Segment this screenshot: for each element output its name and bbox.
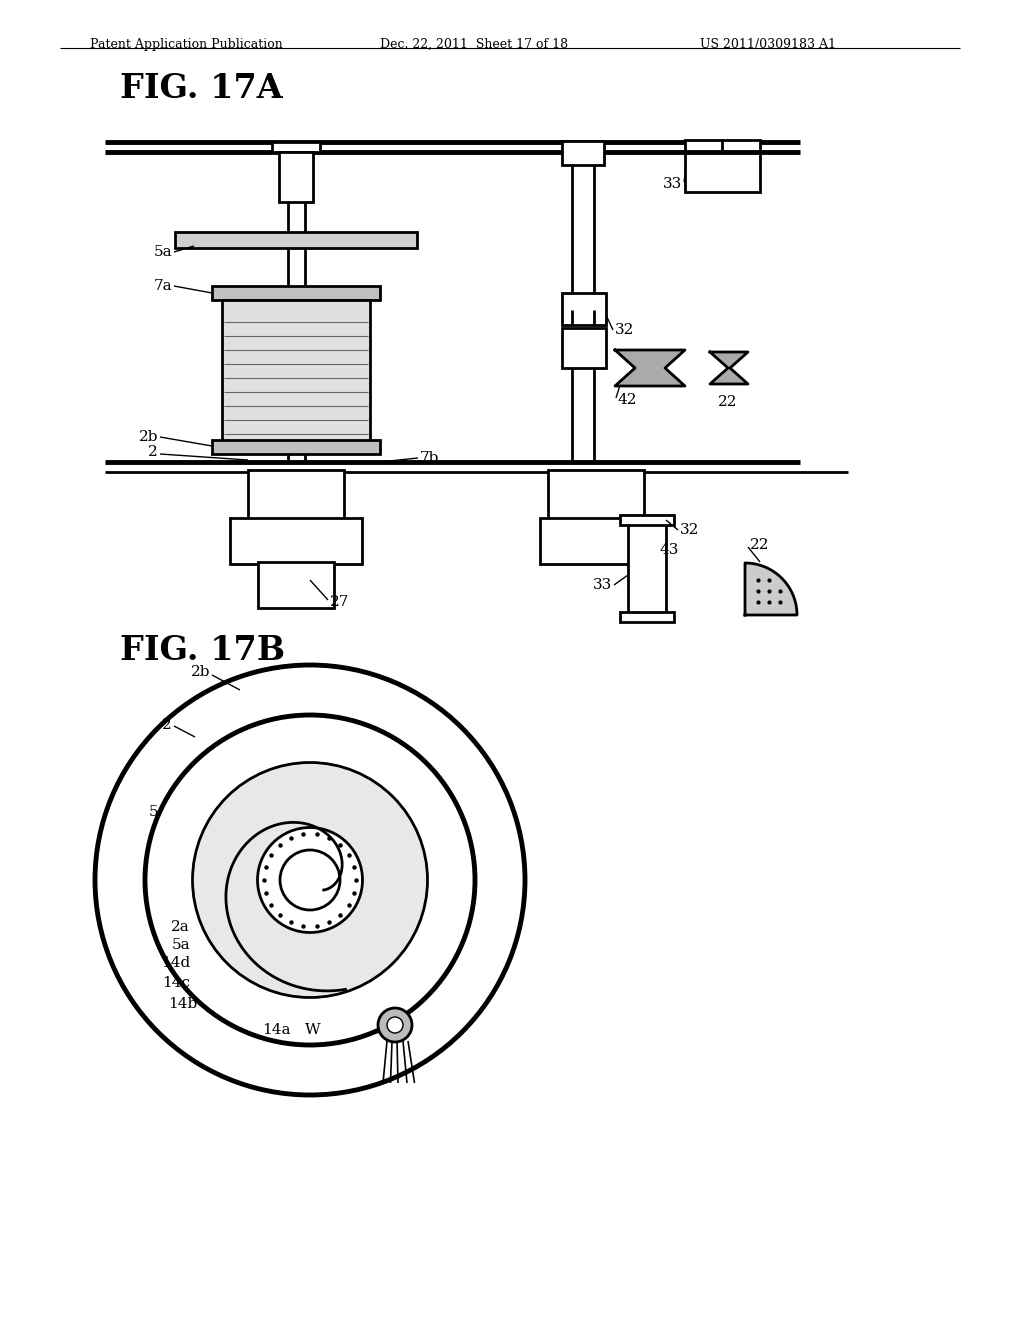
Ellipse shape <box>280 850 340 909</box>
Bar <box>562 293 606 325</box>
Ellipse shape <box>193 763 427 998</box>
Text: 32: 32 <box>615 323 635 337</box>
Text: 2: 2 <box>148 445 158 459</box>
Bar <box>548 470 644 520</box>
Text: FIG. 17A: FIG. 17A <box>120 73 283 106</box>
Ellipse shape <box>378 1008 412 1041</box>
Polygon shape <box>710 352 748 384</box>
Text: 14c: 14c <box>162 975 190 990</box>
Bar <box>272 143 319 152</box>
Text: 2a: 2a <box>171 920 190 935</box>
Text: FIG. 17B: FIG. 17B <box>120 634 285 667</box>
Text: 32: 32 <box>680 523 699 537</box>
Bar <box>628 520 666 620</box>
Bar <box>540 517 652 564</box>
Bar <box>258 562 334 609</box>
Text: 14b: 14b <box>168 997 197 1011</box>
Text: Dec. 22, 2011  Sheet 17 of 18: Dec. 22, 2011 Sheet 17 of 18 <box>380 38 568 51</box>
Text: 27: 27 <box>330 595 349 609</box>
Text: 22: 22 <box>718 395 737 409</box>
Bar <box>248 470 344 520</box>
Text: W: W <box>305 1023 321 1038</box>
Bar <box>175 232 417 248</box>
Text: 5a: 5a <box>154 246 172 259</box>
Text: 7a: 7a <box>154 279 172 293</box>
Text: 14d: 14d <box>161 956 190 970</box>
Bar <box>230 517 362 564</box>
Text: 2: 2 <box>162 718 172 733</box>
Ellipse shape <box>387 1016 403 1034</box>
Text: 14a: 14a <box>262 1023 291 1038</box>
Text: 7b: 7b <box>420 451 439 465</box>
Text: 33: 33 <box>663 177 682 191</box>
Bar <box>620 612 674 622</box>
Bar <box>212 440 380 454</box>
Bar <box>562 141 604 165</box>
Bar <box>685 140 760 191</box>
Bar <box>222 300 370 442</box>
Bar <box>620 515 674 525</box>
Bar <box>212 286 380 300</box>
Bar <box>279 152 313 202</box>
Polygon shape <box>745 564 797 615</box>
Text: 5a: 5a <box>171 939 190 952</box>
Ellipse shape <box>95 665 525 1096</box>
Text: 33: 33 <box>593 578 612 591</box>
Text: 2b: 2b <box>138 430 158 444</box>
Text: 22: 22 <box>750 539 769 552</box>
Ellipse shape <box>257 828 362 932</box>
Text: Patent Application Publication: Patent Application Publication <box>90 38 283 51</box>
Text: 43: 43 <box>660 543 679 557</box>
Polygon shape <box>615 350 685 385</box>
Text: 2b: 2b <box>190 665 210 678</box>
Bar <box>562 327 606 368</box>
Ellipse shape <box>145 715 475 1045</box>
Text: 5: 5 <box>148 805 158 818</box>
Text: US 2011/0309183 A1: US 2011/0309183 A1 <box>700 38 836 51</box>
Text: 42: 42 <box>618 393 638 407</box>
